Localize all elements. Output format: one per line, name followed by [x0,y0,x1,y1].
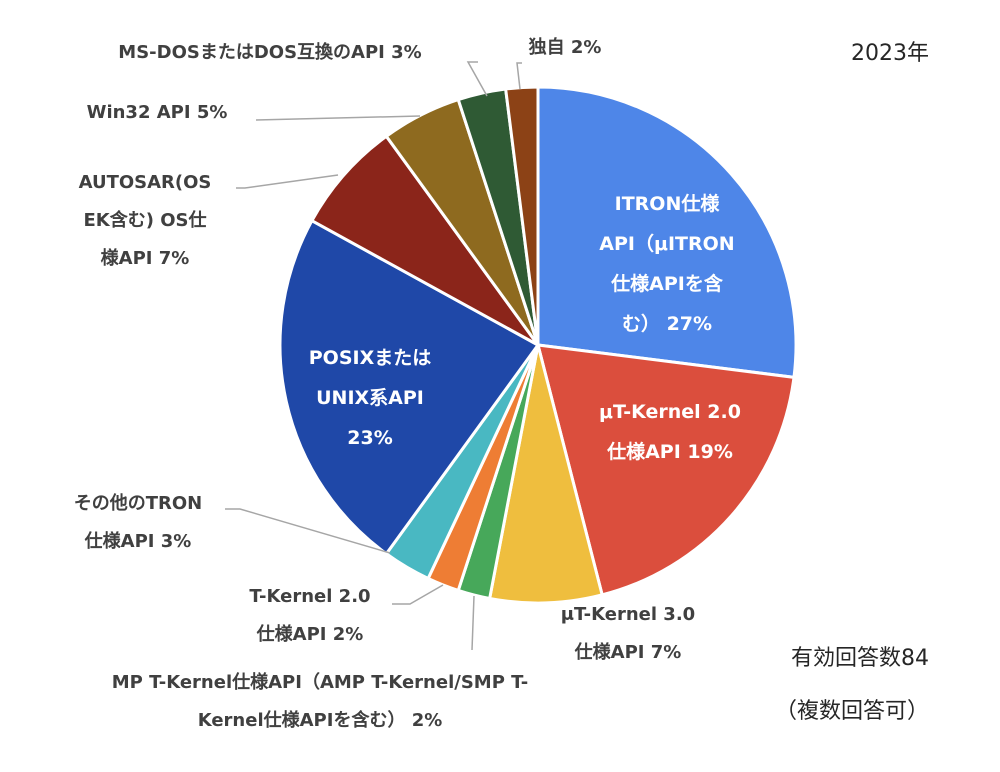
pie-slice-11 [503,85,540,346]
slice-label-8: AUTOSAR(OS EK含む) OS仕様API 7% [79,172,212,269]
leader-line-10 [466,61,488,97]
slice-label-line: ITRON仕様 [615,192,721,215]
pie-slice-3 [487,344,604,605]
pie-slices [278,85,798,605]
slice-label-line: 仕様API 3% [84,530,192,552]
slice-label-line: Win32 API 5% [87,102,228,123]
slice-label-line: 仕様APIを含 [610,272,724,295]
leader-line-9 [255,115,421,121]
response-count-note: 有効回答数84 [791,646,929,671]
slice-label-5: T-Kernel 2.0 仕様API 2% [249,586,370,645]
year-label: 2023年 [851,41,929,66]
slice-label-line: T-Kernel 2.0 [249,586,370,607]
slice-label-line: む） 27% [622,312,712,335]
slice-label-6: その他のTRON 仕様API 3% [74,492,203,552]
pie-slice-8 [309,134,540,347]
slice-label-line: その他のTRON [74,492,203,514]
slice-label-4: MP T-Kernel仕様API（AMP T-Kernel/SMP T- Kern… [112,671,529,731]
slice-label-line: μT-Kernel 2.0 [599,401,741,423]
pie-slice-7 [278,218,541,556]
slice-label-line: POSIXまたは [309,347,431,369]
slice-label-line: API（μITRON [599,232,734,255]
slice-label-line: MS-DOSまたはDOS互換のAPI 3% [118,41,421,63]
slice-label-2: μT-Kernel 2.0 仕様API 19% [599,401,741,463]
slice-label-line: MP T-Kernel仕様API（AMP T-Kernel/SMP T- [112,671,529,693]
pie-slice-2 [535,343,796,597]
slice-label-10: MS-DOSまたはDOS互換のAPI 3% [118,41,421,63]
slice-label-line: 仕様API 19% [606,440,733,463]
slice-label-3: μT-Kernel 3.0 仕様API 7% [561,604,695,663]
slice-label-7: POSIXまたは UNIX系API 23% [309,347,431,449]
multiple-answers-note: （複数回答可） [775,699,929,724]
pie-slice-1 [536,85,798,380]
leader-lines [225,61,522,651]
leader-line-4 [471,595,475,651]
slice-label-line: AUTOSAR(OS [79,172,212,193]
slice-label-line: μT-Kernel 3.0 [561,604,695,625]
slice-label-line: Kernel仕様APIを含む） 2% [198,709,443,731]
slice-label-line: EK含む) OS仕 [83,209,206,231]
slice-label-1: ITRON仕様 API（μITRON 仕様APIを含む） 27% [599,192,734,335]
leader-line-6 [225,508,391,554]
slice-label-11: 独自 2% [529,36,602,58]
leader-line-11 [516,62,522,90]
slice-label-line: 23% [347,427,392,449]
slice-label-line: 仕様API 2% [256,623,364,645]
slice-label-line: UNIX系API [316,387,424,409]
slice-label-line: 様API 7% [101,247,190,269]
slice-label-9: Win32 API 5% [87,102,228,123]
slice-label-line: 仕様API 7% [574,641,682,663]
leader-line-8 [236,174,339,189]
slice-label-line: 独自 2% [529,36,602,58]
leader-line-5 [392,584,444,605]
slice-labels: ITRON仕様 API（μITRON 仕様APIを含む） 27% μT-Kernel … [74,36,741,731]
